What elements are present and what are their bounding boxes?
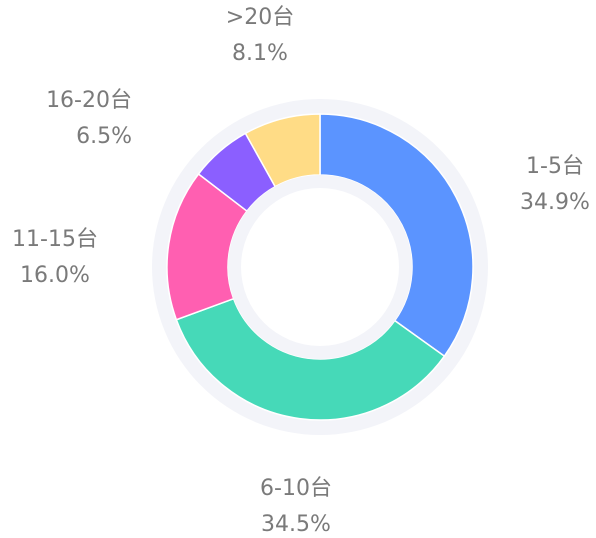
- slice-label: 11-15台: [12, 227, 98, 252]
- slice-label: 16-20台: [46, 88, 132, 113]
- slice-value-label: 34.9%: [520, 190, 590, 215]
- slice-value-label: 16.0%: [20, 263, 90, 288]
- slice-value-label: 6.5%: [76, 124, 132, 149]
- slice-label: 6-10台: [260, 476, 332, 501]
- inner-hole: [241, 188, 399, 346]
- slice-value-label: 8.1%: [232, 41, 288, 66]
- slice-value-label: 34.5%: [261, 512, 331, 534]
- slice-label: 1-5台: [526, 154, 584, 179]
- slice-label: >20台: [226, 5, 294, 30]
